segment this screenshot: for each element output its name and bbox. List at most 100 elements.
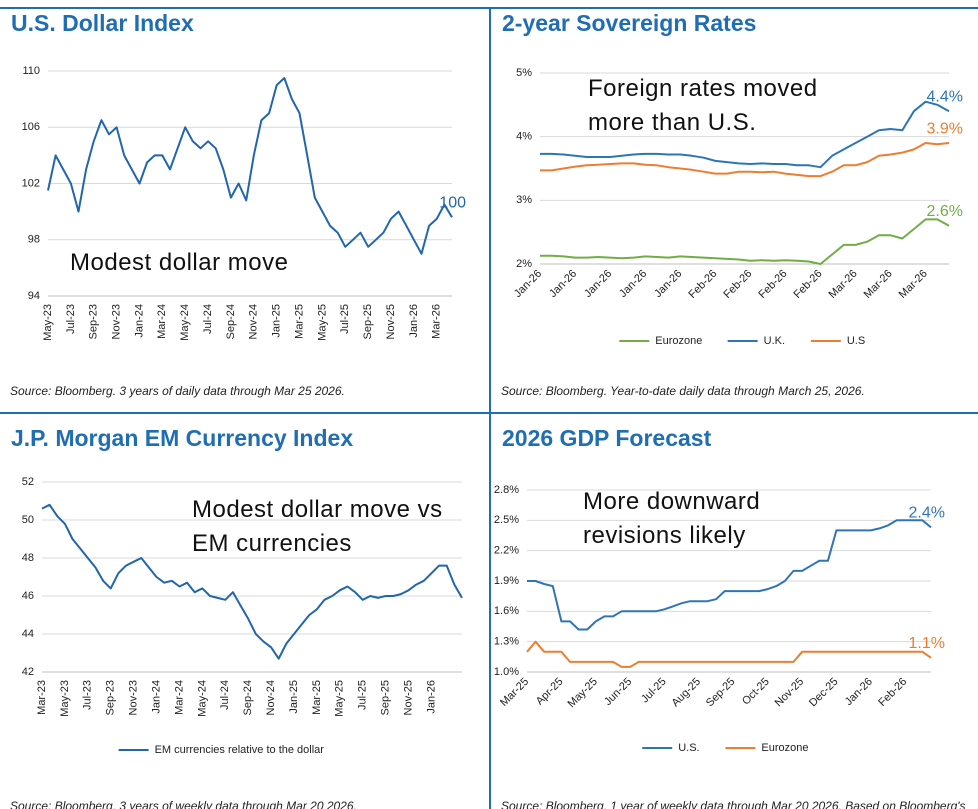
x-tick-label: Oct-25 [740, 676, 772, 708]
legend-label: Eurozone [655, 335, 702, 347]
x-tick-label: Mar-26 [897, 268, 930, 301]
x-tick-label: Dec-25 [807, 676, 841, 710]
source-note: Source: Bloomberg. 1 year of weekly data… [501, 799, 966, 809]
x-tick-label: Sep-25 [380, 680, 392, 715]
chart: 42 44 46 48 50 52 Mar-23 May-23 Jul-23 Sep-23 Nov-… [22, 476, 463, 756]
y-tick-label: 102 [22, 177, 40, 189]
x-tick-label: Jul-24 [202, 304, 214, 334]
y-tick-label: 110 [22, 65, 40, 77]
x-tick-label: Mar-24 [156, 304, 168, 339]
y-tick-label: 1.9% [494, 575, 519, 587]
x-tick-label: Jan-26 [512, 268, 544, 300]
chart-title: J.P. Morgan EM Currency Index [11, 425, 354, 451]
chart-panel: 42 44 46 48 50 52 Mar-23 May-23 Jul-23 Sep-23 Nov-… [0, 415, 489, 809]
y-tick-label: 3% [516, 194, 532, 206]
x-tick-label: Sep-23 [88, 304, 100, 339]
x-tick-label: Aug-25 [670, 676, 704, 710]
y-tick-label: 50 [22, 514, 34, 526]
x-tick-label: Jan-26 [617, 268, 649, 300]
y-tick-label: 106 [22, 121, 40, 133]
y-tick-label: 5% [516, 67, 532, 79]
y-tick-label: 2% [516, 258, 532, 270]
x-tick-label: May-23 [42, 304, 54, 341]
source-note: Source: Bloomberg. 3 years of weekly dat… [10, 799, 357, 809]
chart-panel: 94 98 102 106 110 May-23 Jul-23 Sep-23 Nov-23 Jan… [0, 0, 489, 398]
y-tick-label: 1.0% [494, 666, 519, 678]
x-tick-label: Jan-26 [547, 268, 579, 300]
horizontal-divider [0, 412, 978, 414]
x-tick-label: Sep-25 [704, 676, 738, 710]
x-tick-label: Nov-24 [265, 680, 277, 715]
x-tick-label: Sep-24 [225, 304, 237, 339]
x-tick-label: Feb-26 [876, 676, 909, 709]
value-label: 100 [439, 194, 466, 211]
vertical-divider [489, 7, 491, 809]
x-tick-label: Jan-26 [652, 268, 684, 300]
legend-label: EM currencies relative to the dollar [155, 744, 325, 756]
x-tick-label: Jul-25 [639, 676, 669, 706]
x-tick-label: Sep-24 [242, 680, 254, 715]
y-tick-label: 1.3% [494, 636, 519, 648]
y-tick-label: 4% [516, 131, 532, 143]
source-note: Source: Bloomberg. Year-to-date daily da… [501, 384, 865, 398]
x-tick-label: May-25 [566, 676, 600, 710]
x-tick-label: Jul-25 [357, 680, 369, 710]
legend-label: Eurozone [761, 742, 808, 754]
x-tick-label: Mar-26 [431, 304, 443, 339]
x-tick-label: Jul-24 [219, 680, 231, 710]
annotation: Foreign rates moved more than U.S. [588, 75, 818, 136]
x-tick-label: Sep-25 [362, 304, 374, 339]
legend-label: U.S. [678, 742, 699, 754]
data-line [527, 519, 932, 631]
x-tick-label: Sep-23 [105, 680, 117, 715]
chart-panel: 1.0% 1.3% 1.6% 1.9% 2.2% 2.5% 2.8% Mar-25 Apr-25… [491, 415, 978, 809]
x-tick-label: Jul-23 [82, 680, 94, 710]
x-tick-label: Jan-26 [843, 676, 875, 708]
x-tick-label: Jan-26 [582, 268, 614, 300]
x-tick-label: Mar-25 [498, 676, 531, 709]
x-tick-label: Jan-24 [150, 680, 162, 714]
x-tick-label: Nov-24 [248, 304, 260, 339]
value-label: 2.6% [927, 203, 963, 220]
y-tick-label: 94 [28, 290, 40, 302]
x-tick-label: Jan-25 [271, 304, 283, 338]
data-line [41, 503, 463, 660]
x-tick-label: Jul-23 [65, 304, 77, 334]
x-tick-label: Feb-26 [686, 268, 719, 301]
y-tick-label: 2.8% [494, 484, 519, 496]
y-tick-label: 98 [28, 234, 40, 246]
legend-label: U.S [847, 335, 865, 347]
x-tick-label: Feb-26 [756, 268, 789, 301]
x-tick-label: Jan-24 [133, 304, 145, 338]
x-tick-label: May-23 [59, 680, 71, 717]
value-label: 3.9% [927, 120, 963, 137]
x-tick-label: May-24 [196, 680, 208, 717]
chart: 94 98 102 106 110 May-23 Jul-23 Sep-23 Nov-23 Jan… [22, 65, 466, 341]
y-tick-label: 46 [22, 590, 34, 602]
legend-label: U.K. [764, 335, 785, 347]
x-tick-label: Nov-25 [402, 680, 414, 715]
chart-title: 2-year Sovereign Rates [502, 10, 757, 36]
chart-panel: 2% 3% 4% 5% Jan-26 Jan-26 Jan-26 Jan-26 Jan-26 Fe… [491, 0, 978, 398]
x-tick-label: May-25 [334, 680, 346, 717]
annotation: Modest dollar move [70, 249, 289, 276]
x-tick-label: Mar-25 [293, 304, 305, 339]
y-tick-label: 2.5% [494, 514, 519, 526]
chart: 1.0% 1.3% 1.6% 1.9% 2.2% 2.5% 2.8% Mar-25 Apr-25… [494, 484, 945, 754]
y-tick-label: 48 [22, 552, 34, 564]
x-tick-label: Feb-26 [791, 268, 824, 301]
x-tick-label: Feb-26 [721, 268, 754, 301]
x-tick-label: Mar-25 [311, 680, 323, 715]
y-tick-label: 1.6% [494, 605, 519, 617]
data-line [47, 77, 453, 255]
x-tick-label: Jun-25 [602, 676, 634, 708]
x-tick-label: Nov-23 [111, 304, 123, 339]
x-tick-label: Jan-26 [408, 304, 420, 338]
x-tick-label: Nov-25 [385, 304, 397, 339]
x-tick-label: Nov-25 [773, 676, 807, 710]
x-tick-label: Mar-24 [173, 680, 185, 715]
x-tick-label: Jul-25 [339, 304, 351, 334]
value-label: 4.4% [927, 88, 963, 105]
x-tick-label: Mar-23 [36, 680, 48, 715]
x-tick-label: Apr-25 [534, 676, 566, 708]
